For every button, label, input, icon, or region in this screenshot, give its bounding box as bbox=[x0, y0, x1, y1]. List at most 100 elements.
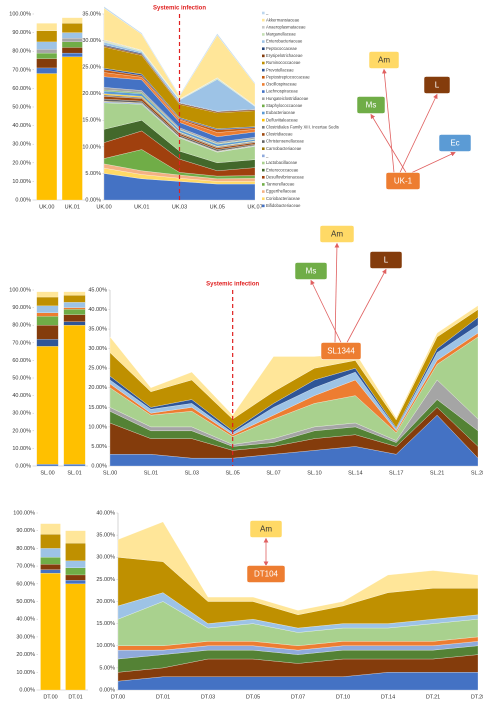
y-tick-label: 30.00% bbox=[12, 142, 31, 148]
legend-swatch bbox=[262, 61, 265, 65]
x-tick-label: SL.00 bbox=[103, 470, 117, 476]
y-tick-label: 5.00% bbox=[99, 665, 115, 671]
bar-segment bbox=[36, 325, 59, 340]
source-box bbox=[294, 262, 328, 280]
chart: 0.00% 10.00% 20.00% 30.00% 40.00% 50.00% 60.00… bbox=[9, 287, 88, 476]
x-tick-label: UK.05 bbox=[210, 204, 225, 210]
legend-label: Desulfovibrionaceae bbox=[266, 174, 305, 179]
y-tick-label: 30.00% bbox=[88, 346, 107, 352]
bar-segment bbox=[61, 32, 83, 39]
bar-segment bbox=[36, 291, 59, 298]
legend-swatch bbox=[262, 75, 265, 79]
source-box bbox=[319, 225, 355, 243]
legend-label: Staphylococcaceae bbox=[266, 103, 303, 108]
x-tick-label: UK.00 bbox=[96, 204, 111, 210]
bar-segment bbox=[40, 557, 61, 565]
legend-swatch bbox=[262, 154, 265, 158]
source-box bbox=[356, 96, 386, 114]
x-tick-label: DT.00 bbox=[111, 694, 125, 700]
y-tick-label: 90.00% bbox=[12, 305, 31, 311]
x-tick-label: UK.03 bbox=[172, 204, 187, 210]
bar-segment bbox=[65, 530, 86, 544]
y-tick-label: 10.00% bbox=[82, 144, 101, 150]
y-tick-label: 70.00% bbox=[12, 67, 31, 73]
bar-segment bbox=[65, 583, 86, 691]
x-tick-label: DT.14 bbox=[381, 694, 395, 700]
annotation: Systemic infection bbox=[153, 6, 206, 12]
bar-segment bbox=[61, 17, 83, 24]
y-tick-label: 25.00% bbox=[96, 577, 115, 583]
legend-swatch bbox=[262, 90, 265, 93]
legend-swatch bbox=[262, 175, 265, 179]
target-box-label: DT104 bbox=[254, 570, 279, 579]
y-tick-label: 35.00% bbox=[96, 533, 115, 539]
chart: 0.00% 5.00% 10.00% 15.00% 20.00% 25.00% 30.00%… bbox=[88, 282, 483, 477]
source-box-label: L bbox=[384, 256, 389, 265]
legend-label: Lachnospiraceae bbox=[266, 89, 299, 94]
x-tick-label: DT.10 bbox=[336, 694, 350, 700]
bar-segment bbox=[63, 321, 86, 326]
y-tick-label: 5.00% bbox=[91, 444, 107, 450]
y-tick-label: 35.00% bbox=[88, 327, 107, 333]
x-tick-label: DT.01 bbox=[68, 694, 82, 700]
bar-segment bbox=[40, 564, 61, 570]
x-tick-label: SL.10 bbox=[307, 470, 321, 476]
arrow bbox=[411, 152, 456, 173]
y-tick-label: 40.00% bbox=[16, 617, 35, 623]
bar-segment bbox=[40, 548, 61, 558]
x-tick-label: SL.21 bbox=[430, 470, 444, 476]
legend-swatch bbox=[262, 125, 265, 129]
y-tick-label: 20.00% bbox=[16, 652, 35, 658]
y-tick-label: 20.00% bbox=[12, 160, 31, 166]
diagram: Am Ms L SL1344 bbox=[294, 225, 403, 360]
x-tick-label: DT.01 bbox=[156, 694, 170, 700]
legend-label: Coriobacteriaceae bbox=[266, 196, 301, 201]
bar-segment bbox=[65, 560, 86, 568]
y-tick-label: 80.00% bbox=[12, 323, 31, 329]
x-tick-label: DT.21 bbox=[426, 694, 440, 700]
y-tick-label: 20.00% bbox=[96, 599, 115, 605]
bar-segment bbox=[36, 305, 59, 313]
y-tick-label: 80.00% bbox=[16, 546, 35, 552]
x-tick-label: UK.00 bbox=[39, 204, 54, 210]
bar-segment bbox=[63, 464, 86, 467]
y-tick-label: 20.00% bbox=[88, 385, 107, 391]
target-box bbox=[385, 172, 421, 190]
bar-segment bbox=[63, 307, 86, 310]
y-tick-label: 0.00% bbox=[85, 197, 101, 203]
diagram: Am L Ms Ec UK-1 bbox=[356, 51, 472, 190]
y-tick-label: 0.00% bbox=[91, 463, 107, 469]
arrow bbox=[310, 279, 342, 343]
x-tick-label: SL.01 bbox=[67, 470, 81, 476]
y-tick-label: 0.00% bbox=[15, 197, 31, 203]
legend-label: Oscillospiraceae bbox=[266, 82, 297, 87]
legend-label: Clostridiaceae bbox=[266, 132, 293, 137]
bar-segment bbox=[65, 574, 86, 581]
x-tick-label: SL.28 bbox=[471, 470, 483, 476]
bar-segment bbox=[36, 464, 59, 467]
y-tick-label: 60.00% bbox=[12, 86, 31, 92]
legend-label: Eubacteriaceae bbox=[266, 110, 296, 115]
bar-segment bbox=[40, 573, 61, 691]
y-tick-label: 5.00% bbox=[85, 171, 101, 177]
arrow bbox=[399, 93, 438, 173]
y-tick-label: 0.00% bbox=[99, 687, 115, 693]
bar-segment bbox=[36, 58, 58, 69]
legend-swatch bbox=[262, 54, 265, 58]
legend-label: Prevotellaceae bbox=[266, 67, 294, 72]
source-box bbox=[249, 520, 283, 538]
target-box bbox=[246, 565, 286, 583]
bar-segment bbox=[36, 30, 58, 42]
source-box bbox=[438, 134, 472, 152]
bar-segment bbox=[63, 295, 86, 303]
bar-segment bbox=[36, 41, 58, 50]
y-tick-label: 70.00% bbox=[12, 340, 31, 346]
source-box bbox=[368, 51, 400, 69]
area bbox=[103, 6, 256, 97]
y-tick-label: 25.00% bbox=[82, 65, 101, 71]
target-box-label: UK-1 bbox=[394, 177, 413, 186]
y-tick-label: 15.00% bbox=[88, 405, 107, 411]
legend-swatch bbox=[262, 18, 265, 22]
legend-swatch bbox=[262, 204, 265, 208]
